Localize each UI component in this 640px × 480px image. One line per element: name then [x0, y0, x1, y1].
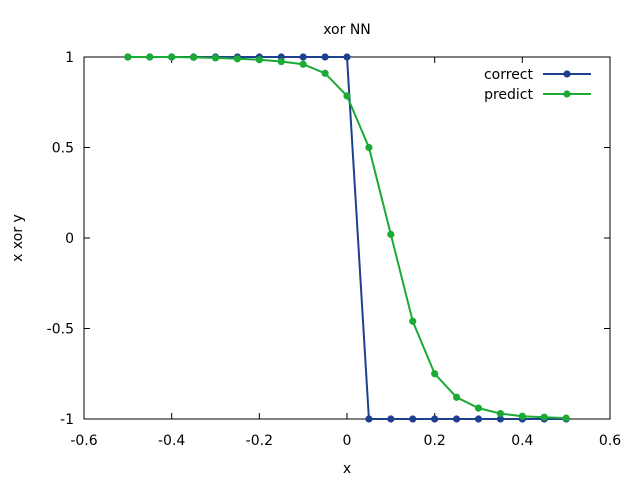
- data-point-correct: [496, 415, 505, 423]
- data-point-predict: [474, 404, 483, 412]
- series-correct: [124, 53, 570, 423]
- data-point-predict: [409, 317, 417, 325]
- data-point-correct: [343, 53, 351, 61]
- legend-label-correct: correct: [484, 67, 534, 83]
- series-predict: [124, 53, 570, 422]
- data-point-predict: [562, 414, 570, 422]
- series-line-predict: [127, 56, 567, 420]
- data-point-predict: [146, 53, 154, 61]
- data-point-predict: [321, 69, 329, 77]
- x-tick-label: -0.6: [70, 433, 97, 449]
- y-axis-label: x xor y: [10, 214, 26, 262]
- legend: correct predict: [484, 67, 591, 103]
- data-point-predict: [431, 370, 439, 378]
- x-axis-label: x: [343, 461, 351, 477]
- data-point-predict: [168, 53, 176, 61]
- plot-frame: [83, 56, 611, 420]
- legend-label-predict: predict: [484, 87, 533, 103]
- data-point-predict: [365, 143, 373, 152]
- x-tick-label: -0.4: [158, 433, 185, 449]
- axis-ticks: -0.6 -0.4 -0.2 0 0.2 0.4 0.6 -1 -0.5 0 0.5 1: [47, 50, 622, 449]
- data-point-correct: [299, 53, 307, 61]
- data-point-predict: [518, 412, 526, 420]
- y-tick-label: 0.5: [52, 141, 74, 157]
- series-line-correct: [127, 56, 567, 420]
- data-point-predict: [211, 54, 220, 62]
- series-layer: [124, 53, 570, 423]
- data-point-predict: [452, 393, 461, 401]
- data-point-predict: [299, 60, 307, 68]
- data-point-correct: [321, 53, 329, 61]
- x-tick-label: 0: [343, 433, 352, 449]
- data-point-correct: [365, 415, 373, 423]
- data-point-predict: [387, 230, 395, 238]
- x-tick-label: 0.6: [599, 433, 621, 449]
- data-point-predict: [124, 53, 132, 61]
- y-tick-label: 1: [65, 50, 74, 66]
- chart-title: xor NN: [323, 22, 371, 38]
- data-point-predict: [189, 53, 198, 61]
- data-point-correct: [474, 415, 483, 423]
- data-point-predict: [255, 56, 263, 64]
- data-point-correct: [387, 415, 395, 423]
- x-tick-label: 0.4: [511, 433, 533, 449]
- y-tick-label: -0.5: [47, 322, 74, 338]
- x-tick-label: -0.2: [246, 433, 273, 449]
- x-tick-label: 0.2: [424, 433, 446, 449]
- data-point-correct: [431, 415, 439, 423]
- data-point-predict: [496, 409, 505, 418]
- data-point-correct: [409, 415, 417, 423]
- data-point-predict: [540, 413, 548, 421]
- legend-marker-correct: [563, 70, 571, 78]
- data-point-predict: [233, 55, 242, 63]
- data-point-predict: [343, 92, 351, 100]
- data-point-predict: [277, 57, 285, 66]
- y-tick-label: 0: [65, 231, 74, 247]
- legend-marker-predict: [563, 90, 571, 98]
- data-point-correct: [452, 415, 461, 423]
- y-tick-label: -1: [60, 412, 74, 428]
